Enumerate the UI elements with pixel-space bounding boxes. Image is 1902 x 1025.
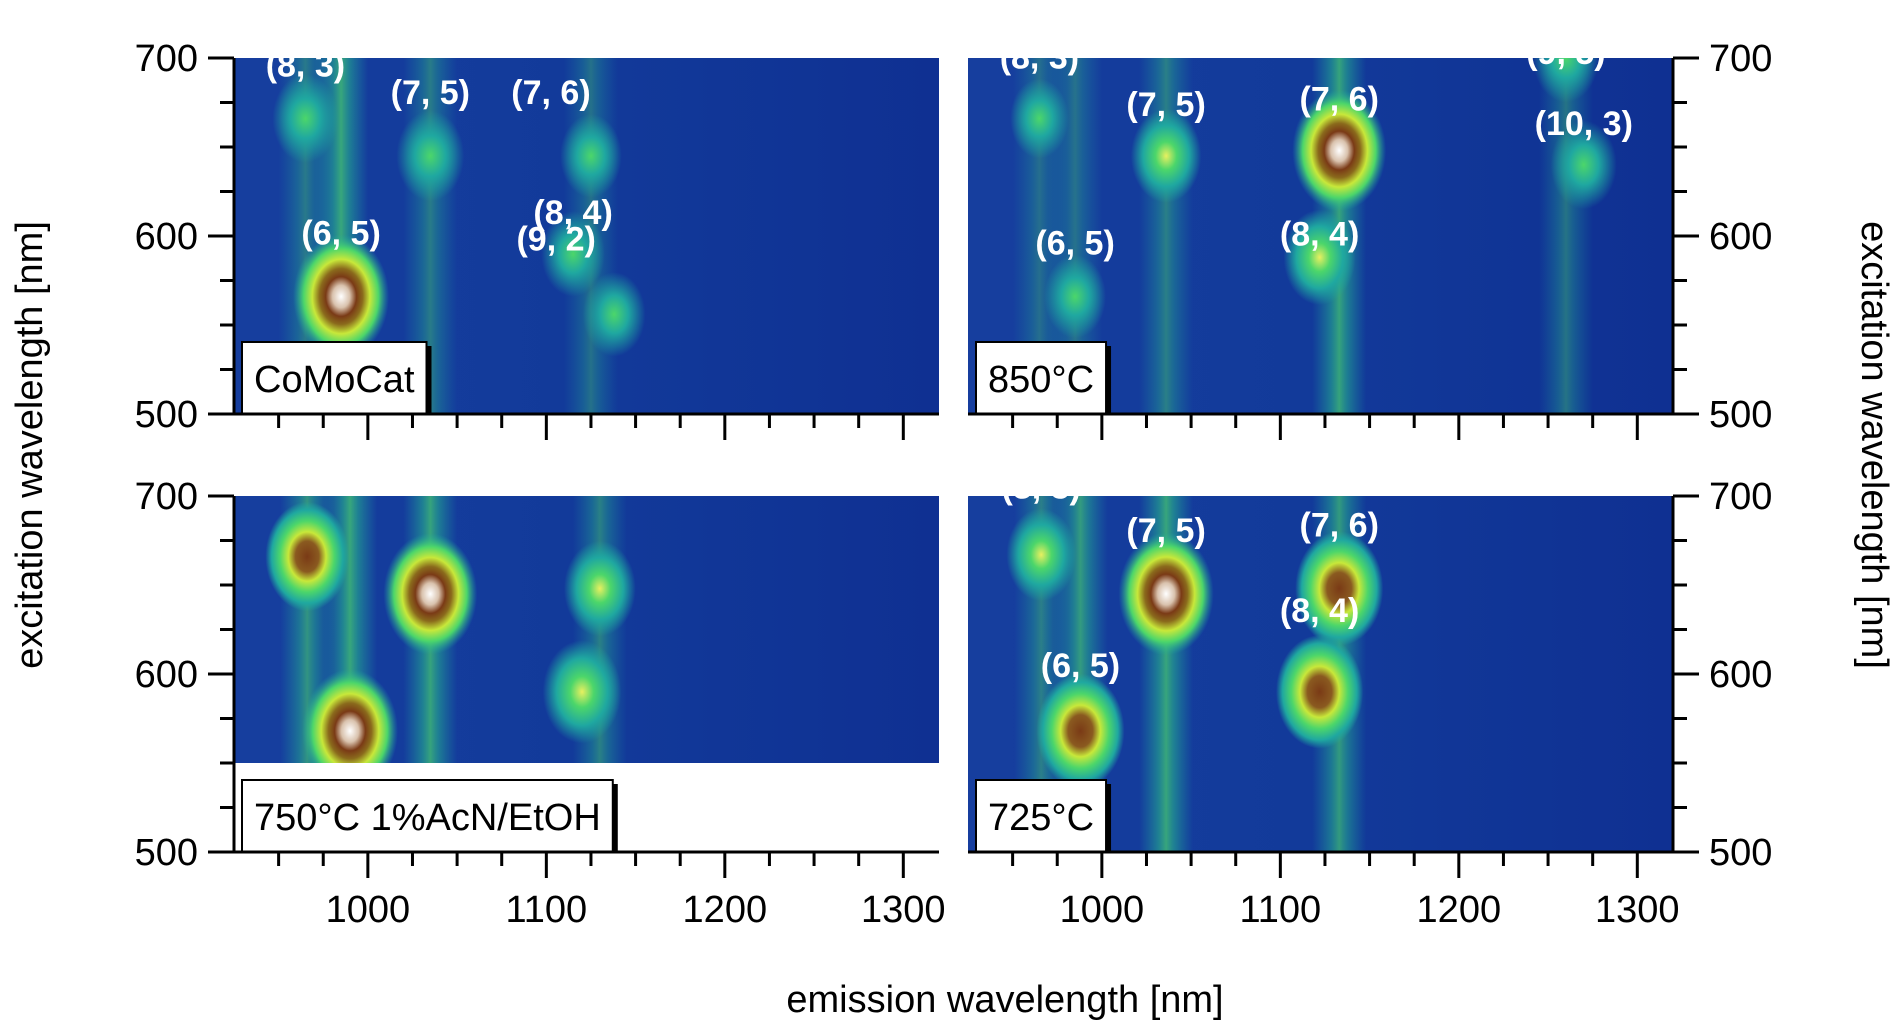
peak-label: (6, 5) <box>1035 225 1114 263</box>
y-axis-title-right: excitation wavelength [nm] <box>1853 221 1895 669</box>
peak-label: (7, 5) <box>1126 86 1205 124</box>
peak-spot <box>1010 78 1069 159</box>
y-tick-label: 600 <box>135 216 198 258</box>
peak-label: (7, 5) <box>391 74 470 112</box>
peak-spot <box>1118 532 1214 656</box>
y-tick-label: 600 <box>1709 216 1772 258</box>
peak-spot <box>293 234 390 359</box>
y-tick-label: 700 <box>1709 476 1772 518</box>
peak-label: (7, 6) <box>1300 81 1379 119</box>
peak-label: (8, 4) <box>1280 215 1359 253</box>
heatmap-725C: (8, 3) (7, 5) (7, 6) (8, 4) (6, 5) <box>968 469 1673 852</box>
y-axis-title-left: excitation wavelength [nm] <box>9 221 51 669</box>
peak-label: (10, 3) <box>1535 105 1633 143</box>
sample-label-850C: 850°C <box>975 341 1112 415</box>
peak-spot <box>582 272 646 357</box>
x-tick-label: 1300 <box>1595 889 1680 931</box>
peak-spot <box>272 74 339 163</box>
x-tick-label: 1200 <box>683 889 768 931</box>
axes-850C: 500 600 700 <box>968 38 1772 440</box>
peak-spot <box>1276 635 1364 749</box>
peak-spot <box>396 110 465 202</box>
x-tick-label: 1200 <box>1417 889 1502 931</box>
y-tick-label: 500 <box>1709 832 1772 874</box>
peak-spot <box>560 114 622 198</box>
axes-725C: 500 600 700 1000 1100 1200 1300 <box>968 476 1772 931</box>
x-tick-label: 1300 <box>861 889 946 931</box>
peak-spot <box>1130 108 1202 203</box>
emission-band <box>1538 58 1593 414</box>
axes-750C: 500 600 700 1000 1100 1200 1300 <box>135 476 946 931</box>
svg-text:725°C: 725°C <box>988 797 1094 839</box>
peak-label: (9, 5) <box>1526 34 1605 72</box>
y-tick-label: 700 <box>135 38 198 80</box>
y-tick-label: 700 <box>1709 38 1772 80</box>
peak-spot <box>1532 58 1599 103</box>
svg-text:750°C 1%AcN/EtOH: 750°C 1%AcN/EtOH <box>254 797 601 839</box>
y-tick-label: 700 <box>135 476 198 518</box>
peak-label: (8, 3) <box>1000 39 1079 77</box>
x-axis-title: emission wavelength [nm] <box>786 979 1223 1021</box>
peak-label: (6, 5) <box>301 215 380 253</box>
y-tick-label: 500 <box>135 832 198 874</box>
svg-text:850°C: 850°C <box>988 359 1094 401</box>
peak-label: (8, 3) <box>266 47 345 85</box>
axes-comocat: 500 600 700 <box>135 38 939 440</box>
panel-750C: 750°C 1%AcN/EtOH 500 600 700 1000 1100 1200 130… <box>135 476 946 931</box>
panel-850C: (8, 3) (7, 5) (7, 6) (9, 5) (10, 3) (8, 4) (6,… <box>968 34 1772 440</box>
heatmap-750C <box>234 496 939 763</box>
peak-label: (9, 2) <box>516 220 595 258</box>
x-tick-label: 1100 <box>1239 889 1321 931</box>
peak-label: (8, 4) <box>533 194 612 232</box>
svg-text:CoMoCat: CoMoCat <box>254 359 415 401</box>
peak-spot <box>1550 120 1617 210</box>
sample-label-750C: 750°C 1%AcN/EtOH <box>241 779 618 853</box>
x-tick-label: 1000 <box>1060 889 1145 931</box>
peak-label: (7, 5) <box>1126 512 1205 550</box>
x-tick-label: 1100 <box>505 889 587 931</box>
peak-spot <box>1295 531 1384 646</box>
y-tick-label: 500 <box>135 394 198 436</box>
peak-spot <box>1036 673 1125 789</box>
peak-spot <box>1283 209 1356 306</box>
panels: (8, 3)(7, 5) (7, 6)(8, 4)(9, 2)(6, 5)CoMo… <box>135 34 1773 931</box>
peak-spot <box>541 211 605 297</box>
y-tick-label: 600 <box>135 654 198 696</box>
panel-725C: (8, 3) (7, 5) (7, 6) (8, 4) (6, 5) 725°C 500 60… <box>968 469 1772 931</box>
peak-spot <box>302 668 398 763</box>
peak-label: (8, 3) <box>1001 469 1080 507</box>
peak-spot <box>1292 89 1387 212</box>
peak-spot <box>1006 508 1076 602</box>
y-tick-label: 600 <box>1709 654 1772 696</box>
x-tick-label: 1000 <box>326 889 411 931</box>
peak-spot <box>563 540 636 637</box>
y-tick-label: 500 <box>1709 394 1772 436</box>
peak-spot <box>383 533 478 655</box>
panel-comocat: (8, 3) (7, 5) (7, 6) (8, 4)(9, 2) (6, 5) CoMo… <box>135 38 939 440</box>
peak-label: (7, 6) <box>1300 507 1379 545</box>
sample-label-725C: 725°C <box>975 779 1112 853</box>
peak-spot <box>265 501 350 612</box>
peak-spot <box>1044 254 1106 339</box>
peak-label: (7, 6) <box>511 74 590 112</box>
sample-label-comocat: CoMoCat <box>241 341 432 415</box>
peak-spot <box>542 640 622 744</box>
peak-label: (8, 4) <box>1280 592 1359 630</box>
peak-label: (6, 5) <box>1041 647 1120 685</box>
